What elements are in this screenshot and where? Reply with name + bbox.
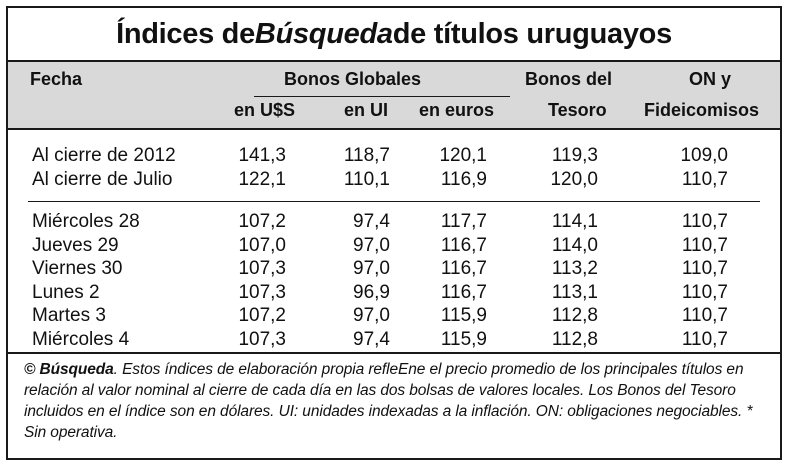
row-label: Al cierre de 2012 bbox=[32, 145, 176, 166]
value-usd: 107,2 bbox=[238, 305, 286, 326]
row-label: Martes 3 bbox=[32, 305, 106, 326]
row-label: Lunes 2 bbox=[32, 281, 100, 303]
value-on: 110,7 bbox=[681, 305, 728, 326]
header-en-euros: en euros bbox=[419, 100, 495, 120]
value-tesoro: 113,2 bbox=[551, 258, 598, 279]
header-en-usd: en U$S bbox=[234, 100, 296, 120]
value-on: 110,7 bbox=[681, 281, 728, 303]
header-fecha: Fecha bbox=[30, 69, 83, 89]
value-ui: 110,1 bbox=[343, 169, 390, 190]
value-ui: 97,0 bbox=[353, 258, 390, 279]
value-usd: 107,3 bbox=[238, 258, 286, 279]
value-tesoro: 112,8 bbox=[551, 328, 598, 350]
value-tesoro: 119,3 bbox=[551, 145, 598, 166]
header-fideicomisos: Fideicomisos bbox=[644, 100, 760, 120]
value-on: 110,7 bbox=[681, 328, 728, 350]
row-label: Miércoles 4 bbox=[32, 328, 130, 350]
title-italic: Búsqueda bbox=[254, 17, 393, 50]
value-usd: 107,3 bbox=[238, 328, 286, 350]
row-label: Al cierre de Julio bbox=[32, 169, 173, 190]
table-row: Al cierre de Julio 122,1 110,1 116,9 120,0 11… bbox=[8, 169, 780, 191]
value-on: 110,7 bbox=[681, 169, 728, 190]
header-on-y: ON y bbox=[689, 69, 732, 89]
index-table-frame: Índices de Búsqueda de títulos uruguayos… bbox=[6, 6, 782, 460]
row-label: Viernes 30 bbox=[32, 258, 123, 279]
table-title: Índices de Búsqueda de títulos uruguayos bbox=[8, 8, 780, 62]
value-tesoro: 114,1 bbox=[551, 211, 598, 232]
footer-note: © Búsqueda. Estos índices de elaboración… bbox=[8, 352, 780, 443]
value-usd: 107,2 bbox=[238, 211, 286, 232]
header-en-ui: en UI bbox=[344, 100, 389, 120]
table-row: Al cierre de 2012 141,3 118,7 120,1 119,3 109… bbox=[8, 145, 780, 167]
table-header: Fecha Bonos Globales en U$S en UI en eur… bbox=[8, 62, 780, 130]
value-tesoro: 114,0 bbox=[551, 234, 598, 256]
row-label: Jueves 29 bbox=[32, 234, 119, 256]
table-row: Miércoles 4 107,3 97,4 115,9 112,8 110,7 bbox=[8, 329, 780, 351]
value-euros: 117,7 bbox=[440, 211, 487, 232]
value-on: 109,0 bbox=[680, 145, 728, 166]
value-ui: 97,0 bbox=[353, 305, 390, 326]
value-ui: 96,9 bbox=[353, 281, 390, 303]
header-bonos-globales: Bonos Globales bbox=[284, 69, 422, 89]
header-group-underline bbox=[254, 96, 510, 97]
header-bonos-del: Bonos del bbox=[525, 69, 613, 89]
footer-copyright: © Búsqueda bbox=[24, 361, 114, 378]
table-row: Jueves 29 107,0 97,0 116,7 114,0 110,7 bbox=[8, 235, 780, 257]
value-tesoro: 120,0 bbox=[550, 169, 598, 190]
header-tesoro: Tesoro bbox=[548, 100, 607, 120]
table-row: Lunes 2 107,3 96,9 116,7 113,1 110,7 bbox=[8, 282, 780, 304]
value-euros: 115,9 bbox=[440, 305, 487, 326]
value-tesoro: 112,8 bbox=[551, 305, 598, 326]
value-usd: 141,3 bbox=[238, 145, 286, 166]
value-on: 110,7 bbox=[681, 258, 728, 279]
value-on: 110,7 bbox=[681, 211, 728, 232]
row-label: Miércoles 28 bbox=[32, 211, 140, 232]
value-euros: 116,7 bbox=[440, 234, 487, 256]
value-euros: 115,9 bbox=[440, 328, 487, 350]
value-ui: 97,4 bbox=[353, 328, 390, 350]
table-row: Viernes 30 107,3 97,0 116,7 113,2 110,7 bbox=[8, 258, 780, 280]
value-usd: 107,3 bbox=[238, 281, 286, 303]
table-row: Martes 3 107,2 97,0 115,9 112,8 110,7 bbox=[8, 305, 780, 327]
table-body: Al cierre de 2012 141,3 118,7 120,1 119,3 109… bbox=[8, 130, 780, 352]
value-ui: 97,4 bbox=[353, 211, 390, 232]
value-usd: 122,1 bbox=[238, 169, 286, 190]
value-euros: 116,7 bbox=[440, 281, 487, 303]
title-after: de títulos uruguayos bbox=[392, 17, 672, 50]
value-usd: 107,0 bbox=[238, 234, 286, 256]
value-on: 110,7 bbox=[681, 234, 728, 256]
value-euros: 116,9 bbox=[440, 169, 487, 190]
value-ui: 118,7 bbox=[343, 145, 390, 166]
value-euros: 116,7 bbox=[440, 258, 487, 279]
value-tesoro: 113,1 bbox=[551, 281, 598, 303]
table-row: Miércoles 28 107,2 97,4 117,7 114,1 110,7 bbox=[8, 211, 780, 233]
row-separator bbox=[28, 201, 760, 202]
value-euros: 120,1 bbox=[439, 145, 487, 166]
value-ui: 97,0 bbox=[353, 234, 390, 256]
title-before: Índices de bbox=[116, 17, 255, 50]
footer-text: . Estos índices de elaboración propia re… bbox=[24, 361, 753, 441]
